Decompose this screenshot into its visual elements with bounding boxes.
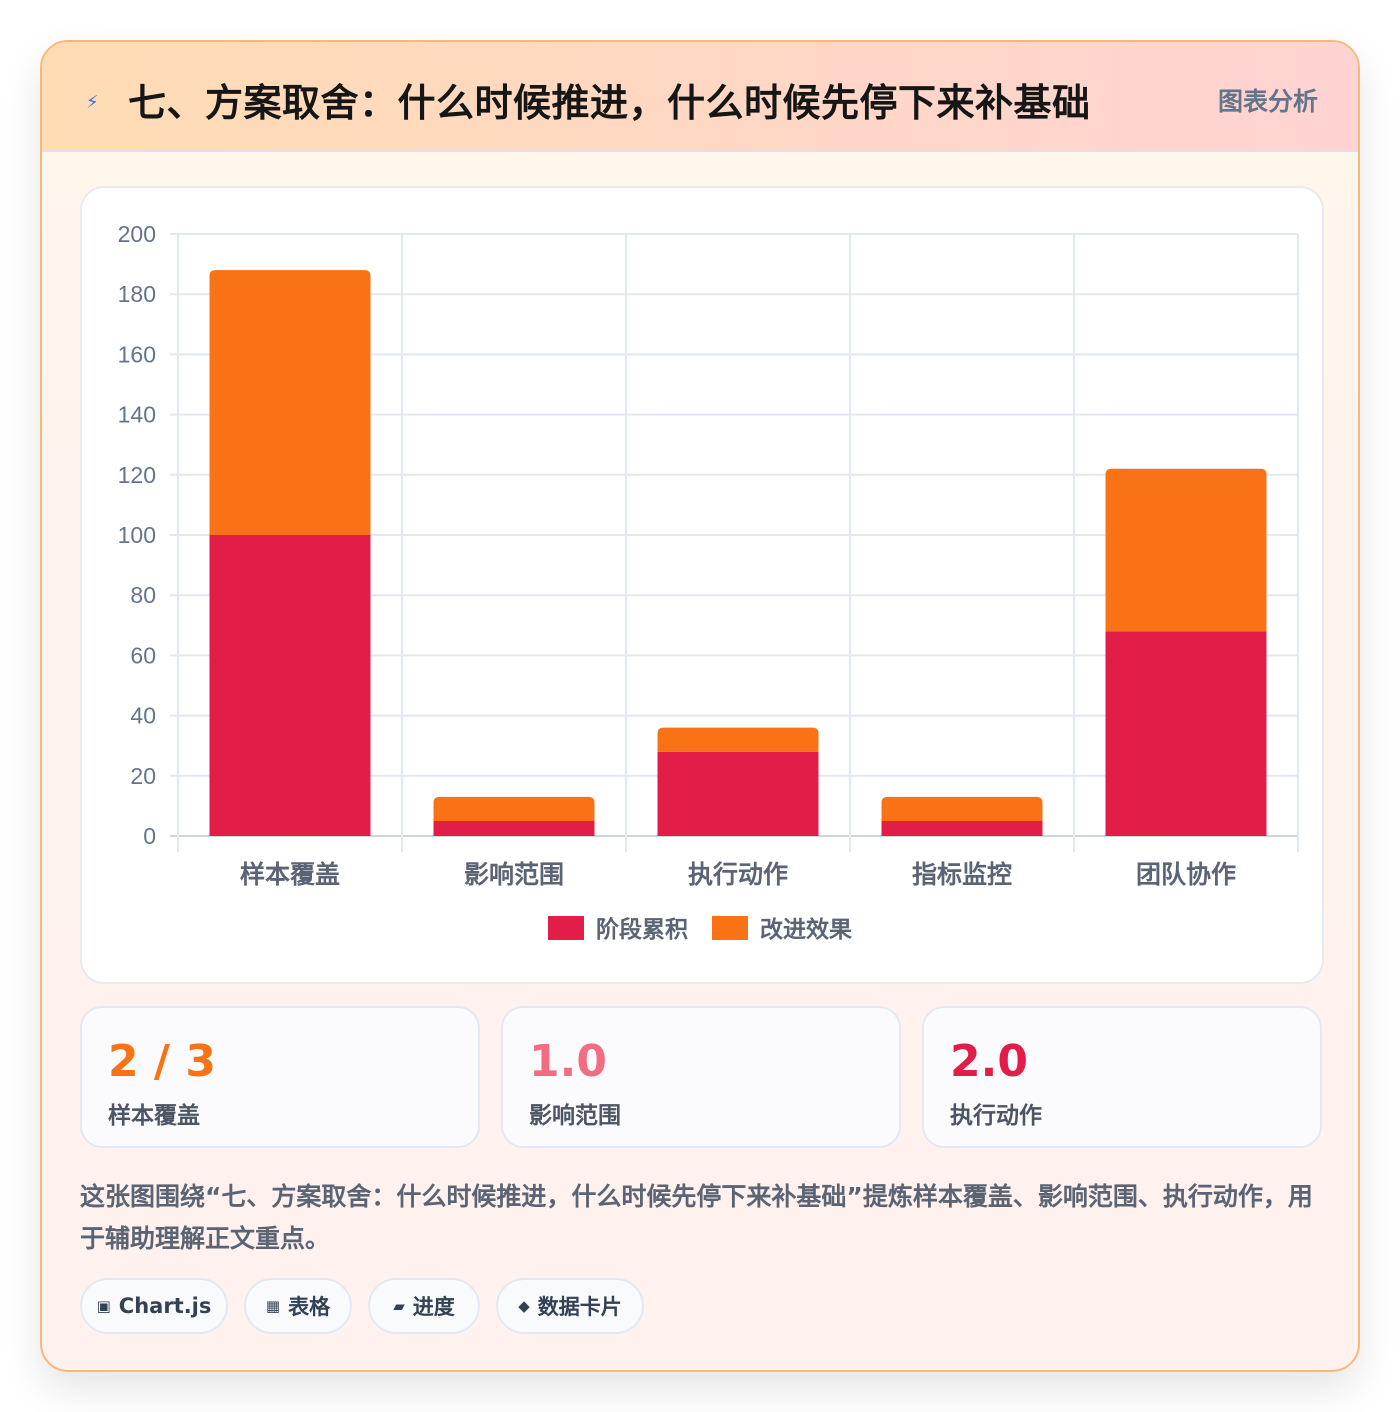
stat-label: 执行动作: [950, 1103, 1042, 1129]
lightning-icon: ⚡: [86, 92, 99, 113]
legend-label: 改进效果: [760, 916, 852, 943]
chart-icon: ▣: [96, 1297, 111, 1315]
y-tick-label: 100: [118, 522, 156, 548]
x-tick-label: 样本覆盖: [240, 860, 340, 889]
stat-label: 样本覆盖: [108, 1103, 200, 1129]
header-tag: 图表分析: [1217, 87, 1318, 116]
bar-segment: [1105, 631, 1267, 836]
data-card-icon: ◆: [518, 1297, 530, 1315]
legend-swatch: [712, 916, 748, 940]
x-tick-label: 影响范围: [464, 860, 564, 889]
pill-data-card[interactable]: ◆ 数据卡片: [496, 1278, 644, 1334]
bar-segment: [209, 270, 371, 535]
bar-segment: [433, 796, 595, 821]
y-tick-label: 20: [130, 763, 156, 789]
y-tick-label: 140: [118, 402, 156, 428]
stat-value: 1.0: [529, 1036, 607, 1087]
page-title: 七、方案取舍：什么时候推进，什么时候先停下来补基础: [128, 81, 1091, 125]
chart-description: 这张图围绕“七、方案取舍：什么时候推进，什么时候先停下来补基础”提炼样本覆盖、影…: [80, 1182, 1313, 1253]
y-tick-label: 0: [143, 823, 156, 849]
legend-label: 阶段累积: [596, 916, 688, 943]
progress-icon: ▰: [393, 1297, 405, 1315]
bar-segment: [209, 535, 371, 836]
stat-card-sample-coverage: 2 / 3 样本覆盖: [80, 1006, 480, 1148]
stat-value: 2 / 3: [108, 1036, 216, 1087]
pill-table[interactable]: ▦ 表格: [244, 1278, 352, 1334]
stat-value: 2.0: [950, 1036, 1028, 1087]
y-tick-label: 200: [118, 221, 156, 247]
chart-panel: 0 20 40 60 80 100 120 140 160 180 200 样本覆盖 影响范围 执行动作 指…: [80, 186, 1324, 984]
pill-label: Chart.js: [118, 1294, 212, 1318]
pill-progress[interactable]: ▰ 进度: [368, 1278, 480, 1334]
stacked-bar-chart: 0 20 40 60 80 100 120 140 160 180 200 样本覆盖 影响范围 执行动作 指…: [118, 221, 1299, 943]
bar-segment: [657, 727, 819, 752]
stat-card-impact-scope: 1.0 影响范围: [501, 1006, 901, 1148]
bar-segment: [1105, 468, 1267, 632]
card-header: ⚡ 七、方案取舍：什么时候推进，什么时候先停下来补基础 图表分析: [42, 42, 1358, 152]
pill-label: 进度: [412, 1295, 455, 1319]
y-tick-label: 160: [118, 341, 156, 367]
table-icon: ▦: [265, 1297, 281, 1315]
chart-card: ⚡ 七、方案取舍：什么时候推进，什么时候先停下来补基础 图表分析 0 20 40 60…: [40, 40, 1360, 1372]
stat-label: 影响范围: [529, 1103, 621, 1129]
y-tick-label: 120: [118, 462, 156, 488]
x-tick-label: 指标监控: [912, 860, 1012, 889]
legend-swatch: [548, 916, 584, 940]
pill-label: 数据卡片: [537, 1295, 622, 1319]
y-tick-label: 60: [130, 642, 156, 668]
bar-segment: [657, 751, 819, 836]
pill-label: 表格: [288, 1295, 331, 1319]
bar-segment: [881, 820, 1043, 836]
y-tick-label: 40: [130, 703, 156, 729]
pill-chartjs[interactable]: ▣ Chart.js: [80, 1278, 228, 1334]
x-tick-label: 执行动作: [688, 860, 788, 889]
y-tick-label: 180: [118, 281, 156, 307]
y-tick-label: 80: [130, 582, 156, 608]
bar-segment: [881, 796, 1043, 821]
bar-segment: [433, 820, 595, 836]
x-tick-label: 团队协作: [1136, 860, 1236, 889]
stat-card-execution: 2.0 执行动作: [922, 1006, 1322, 1148]
